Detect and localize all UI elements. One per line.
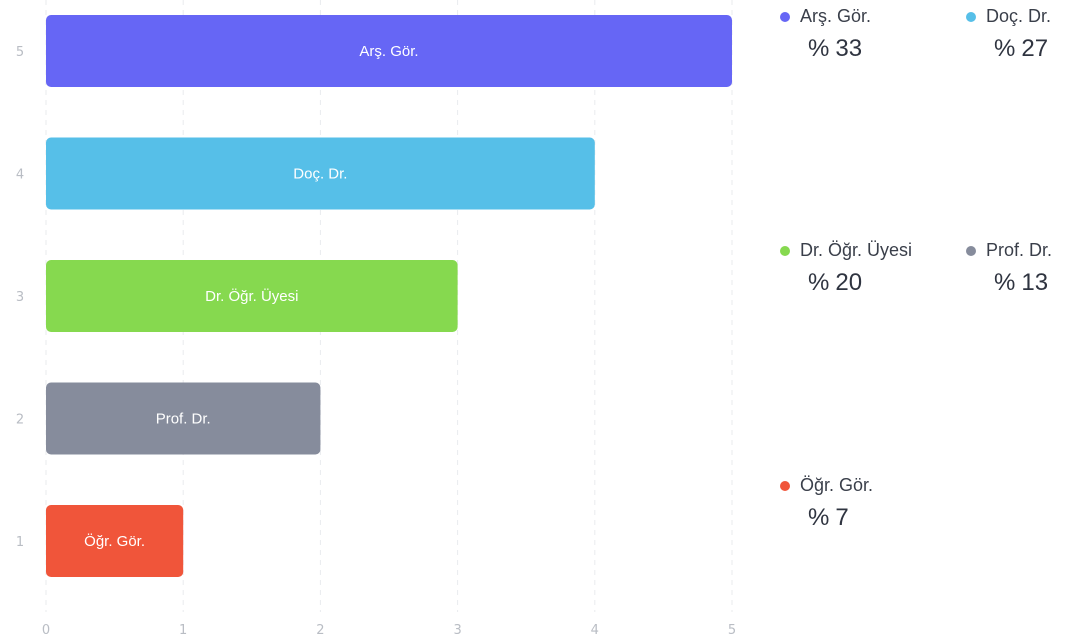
bar <box>46 260 458 332</box>
legend-item-dr-ogr-uyesi: Dr. Öğr. Üyesi % 20 <box>780 240 950 297</box>
legend-dot-ars-gor <box>780 11 790 22</box>
legend-dot-prof-dr <box>966 245 976 256</box>
legend-dot-dr-ogr-uyesi <box>780 245 790 256</box>
y-tick-label: 2 <box>16 413 24 428</box>
legend-label: Dr. Öğr. Üyesi <box>800 240 913 260</box>
legend-label: Arş. Gör. <box>800 6 872 26</box>
y-tick-label: 5 <box>16 45 24 60</box>
legend-dot-doc-dr <box>966 11 976 22</box>
x-tick-label: 4 <box>591 623 599 638</box>
legend-item-prof-dr: Prof. Dr. % 13 <box>966 240 1066 297</box>
legend-item-ogr-gor: Öğr. Gör. % 7 <box>780 475 950 532</box>
x-axis-tick-labels: 0 1 2 3 4 5 <box>42 623 736 638</box>
legend-percent: % 33 <box>808 35 863 62</box>
x-tick-label: 3 <box>453 623 461 638</box>
bar-chart: Öğr. Gör. Prof. Dr. Dr. Öğr. Üyesi Doç. Dr.… <box>16 0 736 638</box>
x-tick-label: 5 <box>728 623 736 638</box>
y-tick-label: 3 <box>16 290 24 305</box>
y-tick-label: 4 <box>16 168 24 183</box>
bar-label: Doç. Dr. <box>293 166 347 183</box>
legend-item-ars-gor: Arş. Gör. % 33 <box>780 6 950 63</box>
x-tick-label: 1 <box>179 623 187 638</box>
y-tick-label: 1 <box>16 535 24 550</box>
legend-percent: % 7 <box>808 504 849 531</box>
y-axis-tick-labels: 1 2 3 4 5 <box>16 45 24 550</box>
legend-label: Doç. Dr. <box>986 6 1052 26</box>
legend-percent: % 20 <box>808 269 863 296</box>
x-tick-label: 0 <box>42 623 50 638</box>
bar <box>46 137 595 210</box>
bar-label: Arş. Gör. <box>359 43 418 60</box>
bar <box>46 382 321 455</box>
legend-percent: % 27 <box>994 35 1049 62</box>
legend-label: Öğr. Gör. <box>800 475 874 495</box>
bar-label: Dr. Öğr. Üyesi <box>205 287 298 305</box>
chart-bars: Öğr. Gör. Prof. Dr. Dr. Öğr. Üyesi Doç. Dr.… <box>46 15 732 577</box>
bar <box>46 15 732 87</box>
legend-percent: % 13 <box>994 269 1049 296</box>
bar <box>46 505 184 577</box>
legend-item-doc-dr: Doç. Dr. % 27 <box>966 6 1069 63</box>
legend-label: Prof. Dr. <box>986 240 1053 260</box>
legend-dot-ogr-gor <box>780 480 790 491</box>
bar-label: Öğr. Gör. <box>84 532 145 550</box>
bar-label: Prof. Dr. <box>156 411 211 428</box>
x-tick-label: 2 <box>316 623 324 638</box>
